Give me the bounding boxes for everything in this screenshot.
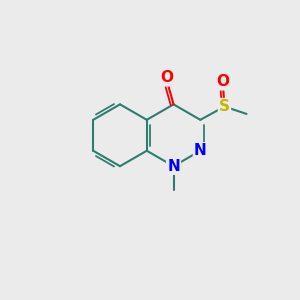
Text: O: O xyxy=(160,70,174,86)
Text: N: N xyxy=(194,143,207,158)
Text: S: S xyxy=(219,99,230,114)
Text: O: O xyxy=(217,74,230,89)
Text: N: N xyxy=(167,159,180,174)
